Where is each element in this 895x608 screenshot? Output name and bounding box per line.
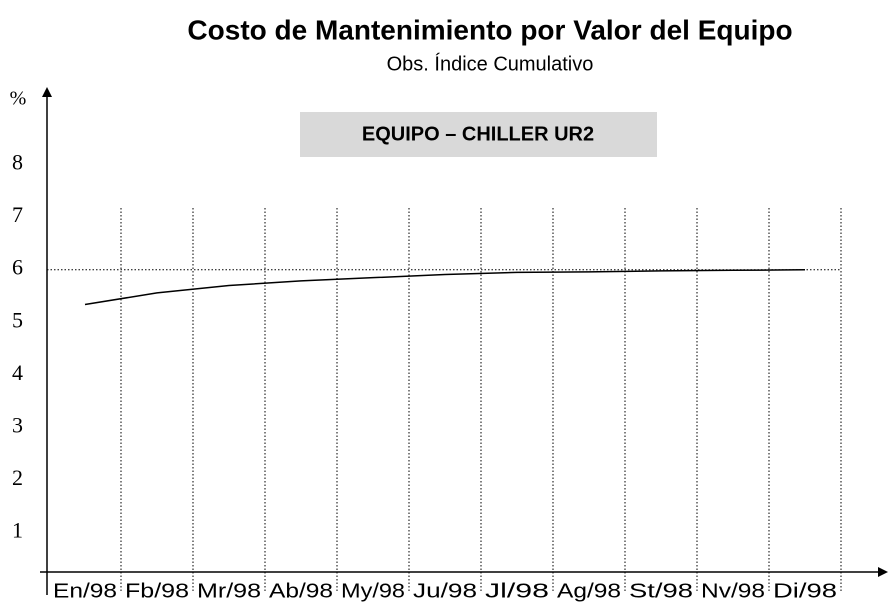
y-tick-label: 3 — [12, 412, 23, 437]
x-tick-label: Ag/98 — [557, 580, 621, 602]
x-tick-label: Ju/98 — [413, 580, 477, 602]
x-tick-label: Ab/98 — [269, 580, 333, 602]
y-tick-label: 4 — [12, 360, 23, 385]
x-tick-label: Di/98 — [773, 580, 837, 602]
y-tick-label: 6 — [12, 255, 23, 280]
x-tick-label: St/98 — [629, 580, 693, 602]
annotation-box — [300, 112, 657, 157]
x-tick-label: Jl/98 — [485, 580, 549, 602]
y-tick-label: 5 — [12, 307, 23, 332]
x-tick-label: Fb/98 — [125, 580, 189, 602]
x-tick-label: My/98 — [341, 580, 405, 602]
x-tick-label: Mr/98 — [197, 580, 261, 602]
data-line — [84, 269, 806, 306]
x-tick-label: Nv/98 — [701, 580, 765, 602]
chart-title: Costo de Mantenimiento por Valor del Equ… — [187, 14, 792, 45]
y-tick-label: 7 — [12, 202, 23, 227]
x-tick-label: En/98 — [53, 580, 117, 602]
chart-subtitle: Obs. Índice Cumulativo — [387, 52, 594, 75]
annotation: EQUIPO – CHILLER UR2 — [362, 123, 594, 145]
y-tick-label: 2 — [12, 465, 23, 490]
y-tick-label: 8 — [12, 150, 23, 175]
y-tick-label: 1 — [12, 517, 23, 542]
y-axis-label: % — [10, 88, 27, 110]
